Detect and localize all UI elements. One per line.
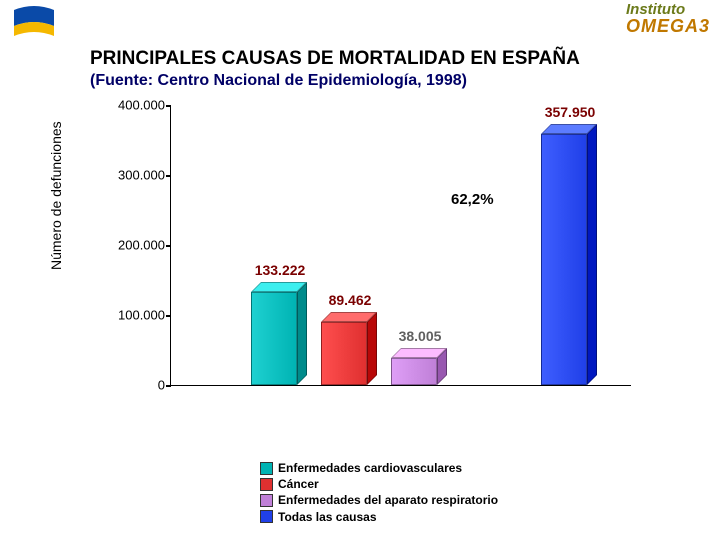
y-tick-label: 0 <box>158 378 165 393</box>
right-logo-line2: OMEGA3 <box>626 17 710 35</box>
legend-swatch <box>260 462 273 475</box>
plot-area: 0100.000200.000300.000400.000133.22289.4… <box>170 105 631 386</box>
legend-label: Todas las causas <box>278 509 377 525</box>
bar <box>391 358 437 385</box>
y-tick-label: 300.000 <box>118 168 165 183</box>
y-tick-label: 200.000 <box>118 238 165 253</box>
left-logo <box>12 6 56 42</box>
header: Instituto OMEGA3 <box>0 0 720 48</box>
y-axis-label: Número de defunciones <box>48 121 64 270</box>
legend-swatch <box>260 478 273 491</box>
page-subtitle: (Fuente: Centro Nacional de Epidemiologí… <box>90 72 690 90</box>
bar <box>541 134 587 385</box>
y-tick-label: 400.000 <box>118 98 165 113</box>
legend-item: Enfermedades cardiovasculares <box>260 460 498 476</box>
legend-label: Cáncer <box>278 476 319 492</box>
y-tick-mark <box>166 315 171 317</box>
bar-value-label: 357.950 <box>545 104 596 120</box>
bar <box>321 322 367 385</box>
bar <box>251 292 297 385</box>
legend: Enfermedades cardiovascularesCáncerEnfer… <box>260 460 498 525</box>
y-tick-mark <box>166 105 171 107</box>
legend-item: Enfermedades del aparato respiratorio <box>260 492 498 508</box>
legend-item: Cáncer <box>260 476 498 492</box>
legend-label: Enfermedades cardiovasculares <box>278 460 462 476</box>
legend-swatch <box>260 494 273 507</box>
chart: Número de defunciones 0100.000200.000300… <box>100 100 660 440</box>
y-tick-mark <box>166 385 171 387</box>
right-logo-line1: Instituto <box>626 2 710 17</box>
legend-item: Todas las causas <box>260 509 498 525</box>
callout-label: 62,2% <box>451 191 494 208</box>
y-tick-mark <box>166 175 171 177</box>
y-tick-label: 100.000 <box>118 308 165 323</box>
right-logo: Instituto OMEGA3 <box>626 2 710 35</box>
legend-swatch <box>260 510 273 523</box>
bar-value-label: 133.222 <box>255 262 306 278</box>
y-tick-mark <box>166 245 171 247</box>
legend-label: Enfermedades del aparato respiratorio <box>278 492 498 508</box>
bar-value-label: 38.005 <box>399 328 442 344</box>
bar-value-label: 89.462 <box>329 292 372 308</box>
page-title: PRINCIPALES CAUSAS DE MORTALIDAD EN ESPA… <box>90 48 690 70</box>
